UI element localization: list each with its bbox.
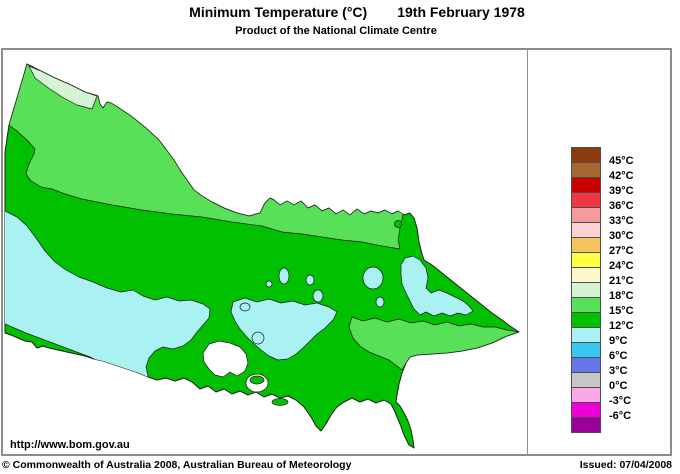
legend-label: 27°C <box>609 245 634 257</box>
legend-divider <box>527 50 528 454</box>
copyright-text: © Commonwealth of Australia 2008, Austra… <box>2 459 352 471</box>
legend-label: 21°C <box>609 275 634 287</box>
legend-swatch <box>571 342 601 358</box>
page-title: Minimum Temperature (°C) <box>189 4 368 20</box>
legend-label: -3°C <box>609 395 632 407</box>
region-patch-9-12c <box>312 289 324 303</box>
legend-label: 18°C <box>609 290 634 302</box>
temperature-colorbar <box>571 147 601 433</box>
legend-label: 42°C <box>609 170 634 182</box>
region-patch-9-12c <box>362 266 384 290</box>
region-patch-9-12c <box>251 331 265 345</box>
region-patch-9-12c <box>239 302 251 312</box>
legend-swatch <box>571 207 601 223</box>
legend-swatch <box>571 417 601 433</box>
region-patch-9-12c <box>265 280 273 288</box>
region-north-band-15-18c <box>8 64 404 250</box>
legend-label: 36°C <box>609 200 634 212</box>
legend-swatch <box>571 162 601 178</box>
legend-swatch <box>571 357 601 373</box>
legend-label: 0°C <box>609 380 628 392</box>
legend-swatch <box>571 387 601 403</box>
legend-label: 45°C <box>609 155 634 167</box>
legend-swatch <box>571 372 601 388</box>
region-patch-9-12c <box>375 296 385 308</box>
legend-swatch <box>571 252 601 268</box>
french-island <box>249 375 265 385</box>
legend-swatch <box>571 147 601 163</box>
legend-label: 9°C <box>609 335 628 347</box>
region-northwest-18-21c <box>28 65 98 110</box>
legend-swatch <box>571 267 601 283</box>
phillip-island <box>271 398 289 406</box>
legend-swatch <box>571 297 601 313</box>
legend-swatch <box>571 282 601 298</box>
header: Minimum Temperature (°C) 19th February 1… <box>0 4 680 20</box>
map-frame: http://www.bom.gov.au <box>1 48 672 456</box>
legend-swatch <box>571 312 601 328</box>
bom-url-label: http://www.bom.gov.au <box>10 439 130 451</box>
region-patch-9-12c <box>305 274 315 286</box>
legend-label: 15°C <box>609 305 634 317</box>
legend-label: 6°C <box>609 350 628 362</box>
region-alpine-9-12c <box>400 255 474 317</box>
legend-label: 33°C <box>609 215 634 227</box>
region-gippsland-15-18c <box>348 316 519 371</box>
region-hole-12-15c <box>394 220 402 228</box>
legend-swatch <box>571 327 601 343</box>
legend-swatch <box>571 237 601 253</box>
legend-label: 39°C <box>609 185 634 197</box>
region-patch-9-12c <box>278 267 290 285</box>
victoria-temperature-map <box>4 63 520 449</box>
legend-label: 24°C <box>609 260 634 272</box>
legend-swatch <box>571 192 601 208</box>
legend-label: 12°C <box>609 320 634 332</box>
map-date: 19th February 1978 <box>397 4 525 20</box>
page-subtitle: Product of the National Climate Centre <box>235 25 437 37</box>
legend-swatch <box>571 177 601 193</box>
legend-label: -6°C <box>609 410 632 422</box>
legend-label: 30°C <box>609 230 634 242</box>
region-central-9-12c <box>230 297 338 361</box>
issued-date: Issued: 07/04/2008 <box>579 459 672 471</box>
legend-swatch <box>571 402 601 418</box>
legend-label: 3°C <box>609 365 628 377</box>
legend-swatch <box>571 222 601 238</box>
port-phillip-bay <box>202 340 249 378</box>
